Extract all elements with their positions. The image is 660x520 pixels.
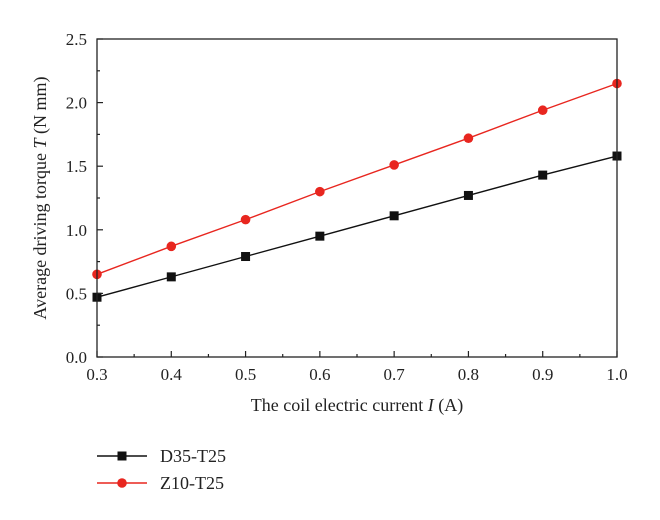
- plot-area: [92, 78, 622, 302]
- legend-label: D35-T25: [160, 446, 226, 466]
- data-point: [166, 241, 177, 252]
- x-tick-label: 0.3: [86, 365, 107, 384]
- legend: D35-T25 Z10-T25: [97, 446, 226, 493]
- y-axis-title: Average driving torque T (N mm): [30, 76, 51, 319]
- y-tick-label: 2.5: [66, 30, 87, 49]
- x-tick-label: 0.8: [458, 365, 479, 384]
- x-tick-label: 0.4: [161, 365, 183, 384]
- data-point: [240, 214, 251, 225]
- x-tick-label: 0.5: [235, 365, 256, 384]
- x-tick-label: 1.0: [606, 365, 627, 384]
- x-axis-title: The coil electric current I (A): [251, 395, 463, 416]
- data-point: [537, 105, 548, 116]
- y-tick-label: 0.0: [66, 348, 87, 367]
- data-point: [538, 170, 548, 180]
- data-point: [166, 272, 176, 282]
- data-point: [315, 231, 325, 241]
- data-point: [389, 211, 399, 221]
- data-point: [315, 186, 325, 197]
- y-tick-label: 1.0: [66, 221, 87, 240]
- data-point: [463, 133, 474, 144]
- plot-frame: [96, 38, 618, 358]
- x-tick-label: 0.6: [309, 365, 330, 384]
- y-tick-label: 0.5: [66, 284, 87, 303]
- data-point: [389, 160, 399, 170]
- series-line: [96, 155, 618, 298]
- legend-marker: [117, 478, 127, 488]
- data-point: [463, 190, 473, 200]
- y-tick-label: 2.0: [66, 94, 87, 113]
- axis-ticks: 0.3 0.4 0.5 0.6 0.7 0.8 0.9 1.0 0.0 0.5 1.0 1.5 2.0 2…: [66, 30, 628, 384]
- data-point: [241, 252, 251, 262]
- legend-marker: [117, 451, 127, 461]
- legend-label: Z10-T25: [160, 473, 224, 493]
- x-tick-label: 0.7: [384, 365, 406, 384]
- y-tick-label: 1.5: [66, 157, 87, 176]
- series-line: [96, 82, 618, 275]
- x-tick-label: 0.9: [532, 365, 553, 384]
